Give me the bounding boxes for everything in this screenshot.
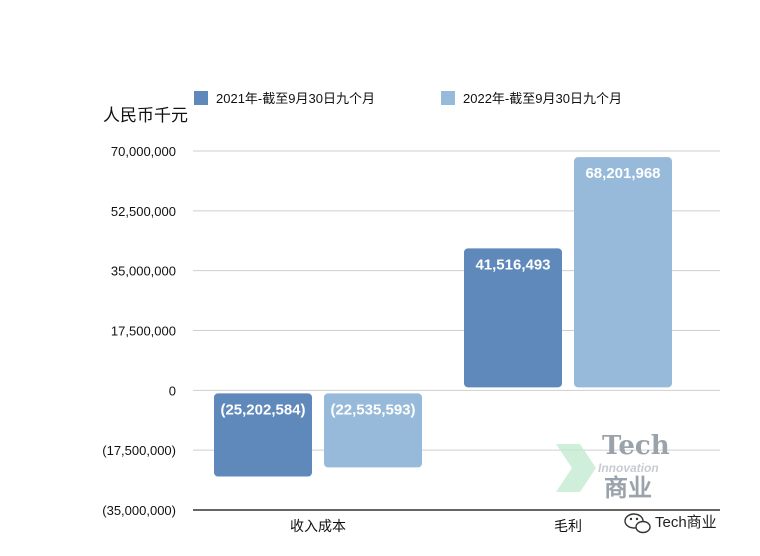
y-tick-labels: 70,000,000 52,500,000 35,000,000 17,500,000…	[102, 144, 176, 518]
y-tick-label: 0	[169, 383, 176, 398]
credit-text: Tech商业	[655, 514, 717, 531]
watermark-arrow-icon	[556, 444, 596, 492]
bar	[324, 393, 422, 468]
category-labels: 收入成本 毛利	[290, 518, 582, 534]
y-tick-label: (35,000,000)	[102, 503, 176, 518]
wechat-icon	[624, 513, 651, 534]
data-label: (25,202,584)	[220, 401, 305, 418]
legend-swatch-2022	[441, 91, 455, 105]
y-tick-label: 52,500,000	[111, 204, 176, 219]
y-tick-label: 17,500,000	[111, 324, 176, 339]
watermark-line1: Tech	[602, 431, 670, 461]
legend-label-2021: 2021年-截至9月30日九个月	[216, 91, 375, 106]
bar	[464, 248, 562, 388]
watermark-line2: Innovation	[598, 461, 659, 475]
bar	[214, 393, 312, 477]
y-tick-label: (17,500,000)	[102, 443, 176, 458]
y-tick-label: 35,000,000	[111, 264, 176, 279]
category-label: 毛利	[554, 518, 582, 534]
data-label: 41,516,493	[475, 256, 550, 273]
y-tick-label: 70,000,000	[111, 144, 176, 159]
data-labels: (25,202,584) (22,535,593) 41,516,493 68,201…	[220, 165, 660, 418]
legend-label-2022: 2022年-截至9月30日九个月	[463, 91, 622, 106]
credit: Tech商业	[624, 513, 717, 534]
watermark-line3: 商业	[604, 474, 652, 502]
legend-swatch-2021	[194, 91, 208, 105]
data-label: (22,535,593)	[330, 401, 415, 418]
bars	[214, 157, 672, 477]
category-label: 收入成本	[290, 518, 346, 534]
legend: 2021年-截至9月30日九个月 2022年-截至9月30日九个月	[194, 91, 622, 106]
data-label: 68,201,968	[585, 165, 660, 182]
bar	[574, 157, 672, 388]
watermark: Tech Innovation 商业	[556, 431, 670, 502]
y-unit-label: 人民币千元	[103, 106, 188, 125]
